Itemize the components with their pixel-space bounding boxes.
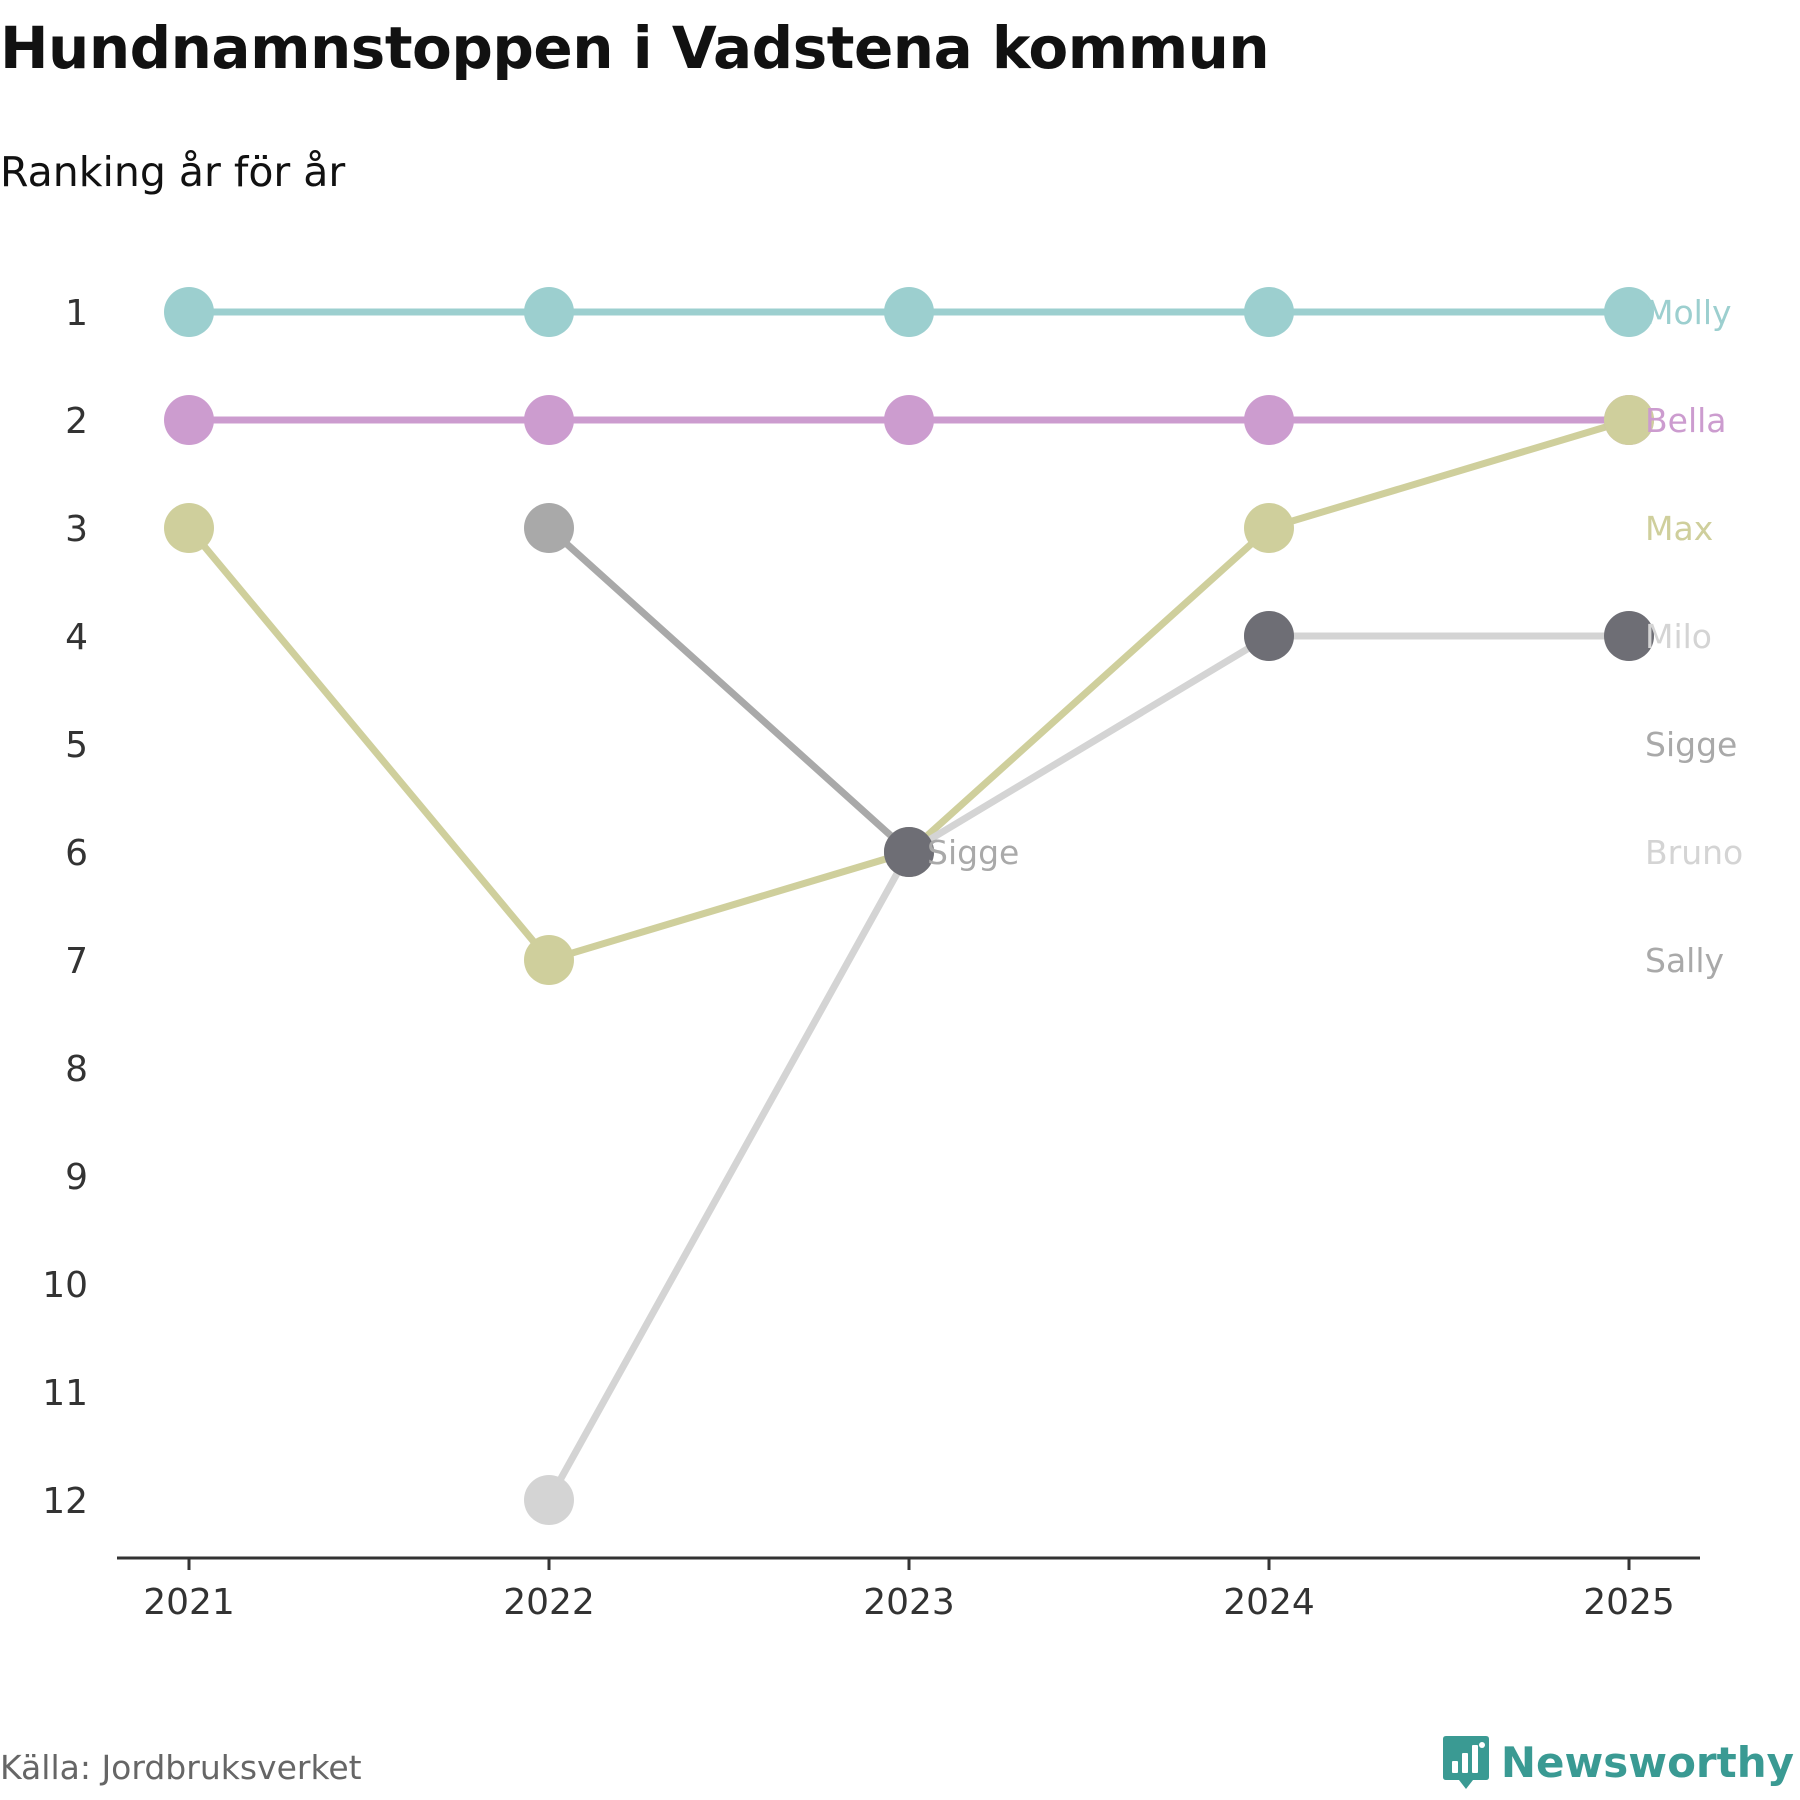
y-tick-label-8: 8: [65, 1049, 88, 1090]
source-note: Källa: Jordbruksverket: [0, 1748, 362, 1787]
highlight-point-milo-2023[interactable]: [884, 827, 934, 877]
brand-name: Newsworthy: [1500, 1737, 1794, 1787]
point-molly-2022[interactable]: [524, 287, 574, 337]
point-molly-2023[interactable]: [884, 287, 934, 337]
series-line-milo: [545, 632, 1633, 1504]
y-tick-label-1: 1: [65, 293, 88, 334]
annotations: Sigge: [927, 833, 1019, 872]
point-milo-2022[interactable]: [524, 1475, 574, 1525]
point-max-2024[interactable]: [1244, 503, 1294, 553]
y-tick-label-7: 7: [65, 941, 88, 982]
highlight-point-milo-2024[interactable]: [1244, 611, 1294, 661]
y-tick-label-11: 11: [42, 1373, 88, 1414]
end-label-sally: Sally: [1645, 941, 1724, 980]
end-label-sigge: Sigge: [1645, 725, 1737, 764]
point-bella-2021[interactable]: [164, 395, 214, 445]
y-tick-label-6: 6: [65, 833, 88, 874]
chart-title: Hundnamnstoppen i Vadstena kommun: [0, 14, 1270, 82]
x-tick-label-2025: 2025: [1583, 1582, 1675, 1623]
end-label-milo: Milo: [1645, 617, 1712, 656]
y-tick-label-12: 12: [42, 1481, 88, 1522]
end-labels: Molly Bella Max Milo Sigge Bruno Sally: [1645, 293, 1743, 980]
end-label-bella: Bella: [1645, 401, 1727, 440]
y-tick-label-2: 2: [65, 401, 88, 442]
point-bella-2024[interactable]: [1244, 395, 1294, 445]
series-line-max: [185, 416, 1633, 964]
chart-subtitle: Ranking år för år: [0, 148, 346, 196]
end-label-molly: Molly: [1645, 293, 1732, 332]
annotation-sigge: Sigge: [927, 833, 1019, 872]
point-sigge-2022[interactable]: [524, 503, 574, 553]
x-tick-label-2021: 2021: [143, 1582, 235, 1623]
y-tick-label-4: 4: [65, 617, 88, 658]
series-lines: [185, 308, 1633, 1504]
point-molly-2021[interactable]: [164, 287, 214, 337]
y-tick-label-10: 10: [42, 1265, 88, 1306]
series-line-sigge: [545, 524, 913, 856]
x-axis: 2021 2022 2023 2024 2025: [117, 1556, 1700, 1623]
x-tick-label-2024: 2024: [1223, 1582, 1315, 1623]
point-molly-2025[interactable]: [1604, 287, 1654, 337]
end-label-max: Max: [1645, 509, 1713, 548]
point-bella-2023[interactable]: [884, 395, 934, 445]
series-points: [164, 287, 1654, 1525]
end-label-bruno: Bruno: [1645, 833, 1743, 872]
brand-logo[interactable]: Newsworthy: [1441, 1733, 1794, 1791]
x-tick-label-2022: 2022: [503, 1582, 595, 1623]
y-tick-label-5: 5: [65, 725, 88, 766]
y-tick-label-3: 3: [65, 509, 88, 550]
point-max-2025[interactable]: [1604, 395, 1654, 445]
x-tick-label-2023: 2023: [863, 1582, 955, 1623]
point-molly-2024[interactable]: [1244, 287, 1294, 337]
point-max-2021[interactable]: [164, 503, 214, 553]
point-max-2022[interactable]: [524, 935, 574, 985]
highlight-point-milo-2025[interactable]: [1604, 611, 1654, 661]
point-bella-2022[interactable]: [524, 395, 574, 445]
y-tick-label-9: 9: [65, 1157, 88, 1198]
bar-chart-speech-bubble-icon: [1442, 1736, 1489, 1789]
